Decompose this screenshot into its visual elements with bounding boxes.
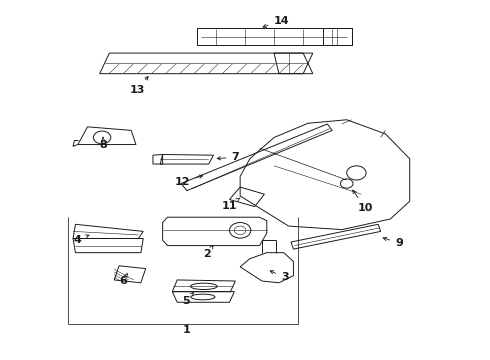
Text: 6: 6 bbox=[119, 273, 127, 286]
Text: 11: 11 bbox=[222, 198, 240, 211]
Text: 10: 10 bbox=[353, 190, 373, 213]
Text: 8: 8 bbox=[99, 138, 107, 150]
Text: 7: 7 bbox=[217, 152, 239, 162]
Text: 13: 13 bbox=[130, 77, 148, 95]
Text: 4: 4 bbox=[74, 235, 89, 244]
Text: 1: 1 bbox=[183, 325, 191, 334]
Text: 12: 12 bbox=[174, 175, 203, 187]
Text: 2: 2 bbox=[203, 245, 213, 260]
Text: 3: 3 bbox=[270, 271, 289, 283]
Text: 14: 14 bbox=[263, 15, 289, 27]
Text: 5: 5 bbox=[182, 292, 194, 306]
Text: 9: 9 bbox=[383, 237, 403, 248]
